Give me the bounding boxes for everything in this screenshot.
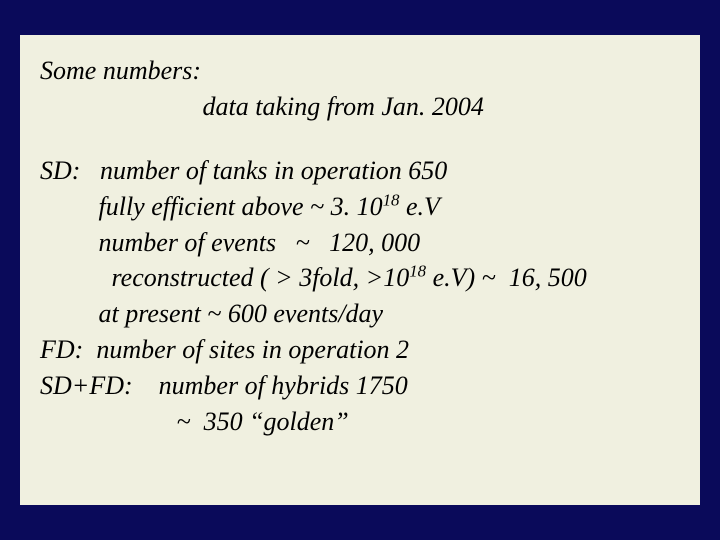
l8-text: ~ 350 “golden” — [177, 407, 349, 436]
title-block: Some numbers: data taking from Jan. 2004 — [40, 53, 680, 125]
l2-textb: e.V — [400, 192, 440, 221]
l3-indent — [40, 228, 99, 257]
body-line3: number of events ~ 120, 000 — [40, 225, 680, 261]
l2-sup: 18 — [383, 190, 400, 209]
l5-indent — [40, 299, 99, 328]
l7-text: number of hybrids 1750 — [159, 371, 408, 400]
body-line8: ~ 350 “golden” — [40, 404, 680, 440]
l8-indent — [40, 407, 177, 436]
l2-indent — [40, 192, 99, 221]
sd-label: SD: — [40, 156, 100, 185]
l3-text: number of events ~ 120, 000 — [99, 228, 421, 257]
l4-indent — [40, 263, 112, 292]
body-line2: fully efficient above ~ 3. 1018 e.V — [40, 189, 680, 225]
body-line7: SD+FD: number of hybrids 1750 — [40, 368, 680, 404]
l1-text: number of tanks in operation 650 — [100, 156, 447, 185]
l4-texta: reconstructed ( > 3fold, >10 — [112, 263, 410, 292]
body-line5: at present ~ 600 events/day — [40, 296, 680, 332]
fd-label: FD: — [40, 335, 96, 364]
l2-texta: fully efficient above ~ 3. 10 — [99, 192, 383, 221]
body-line1: SD: number of tanks in operation 650 — [40, 153, 680, 189]
sdfd-label: SD+FD: — [40, 371, 159, 400]
title-text2: data taking from Jan. 2004 — [203, 92, 484, 121]
l4-textb: e.V) ~ 16, 500 — [426, 263, 587, 292]
body-line6: FD: number of sites in operation 2 — [40, 332, 680, 368]
body-line4: reconstructed ( > 3fold, >1018 e.V) ~ 16… — [40, 260, 680, 296]
l5-text: at present ~ 600 events/day — [99, 299, 384, 328]
title-indent2 — [40, 92, 203, 121]
l4-sup: 18 — [409, 262, 426, 281]
title-text1: Some numbers: — [40, 56, 201, 85]
title-line1: Some numbers: — [40, 53, 680, 89]
slide-content: Some numbers: data taking from Jan. 2004… — [20, 35, 700, 505]
l6-text: number of sites in operation 2 — [96, 335, 409, 364]
title-line2: data taking from Jan. 2004 — [40, 89, 680, 125]
